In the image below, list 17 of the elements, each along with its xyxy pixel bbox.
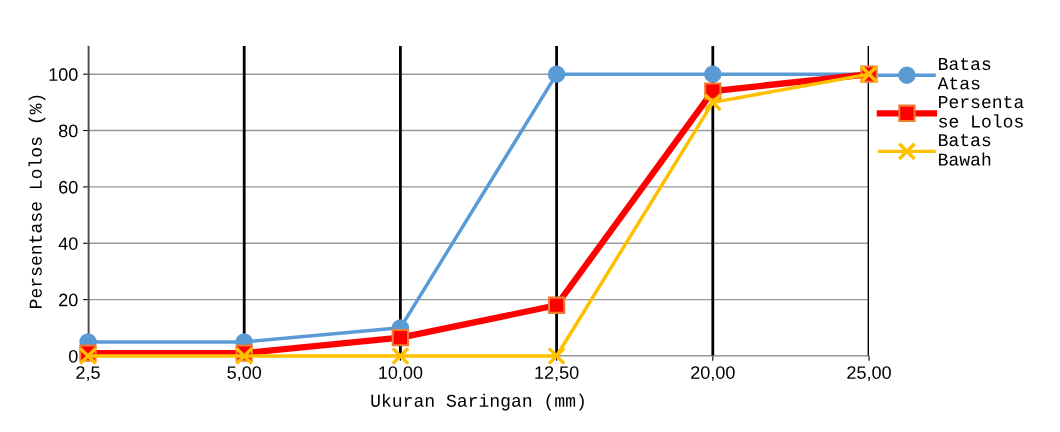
y-tick-label: 40: [58, 237, 78, 250]
legend-label: Persentase Lolos: [939, 95, 1024, 128]
y-tick-label: 80: [58, 124, 78, 138]
x-tick-label: 20,00: [691, 366, 735, 382]
y-tick-label: 20: [59, 293, 78, 307]
x-tick-label: 12,50: [535, 366, 579, 382]
legend-label: Batas Bawah: [939, 134, 991, 166]
x-tick-label: 5,00: [227, 366, 262, 382]
y-tick-label: 100: [49, 68, 78, 81]
y-tick-label: 0: [68, 349, 78, 363]
y-tick-label: 60: [59, 180, 78, 194]
x-tick-label: 10,00: [379, 366, 423, 382]
x-tick-label: 2,5: [76, 366, 100, 382]
x-tick-label: 25,00: [847, 366, 891, 382]
legend-label: Batas Atas: [937, 57, 991, 90]
y-axis-title: Persentase Lolos (%): [28, 95, 46, 308]
x-axis-title: Ukuran Saringan (mm): [371, 393, 584, 411]
